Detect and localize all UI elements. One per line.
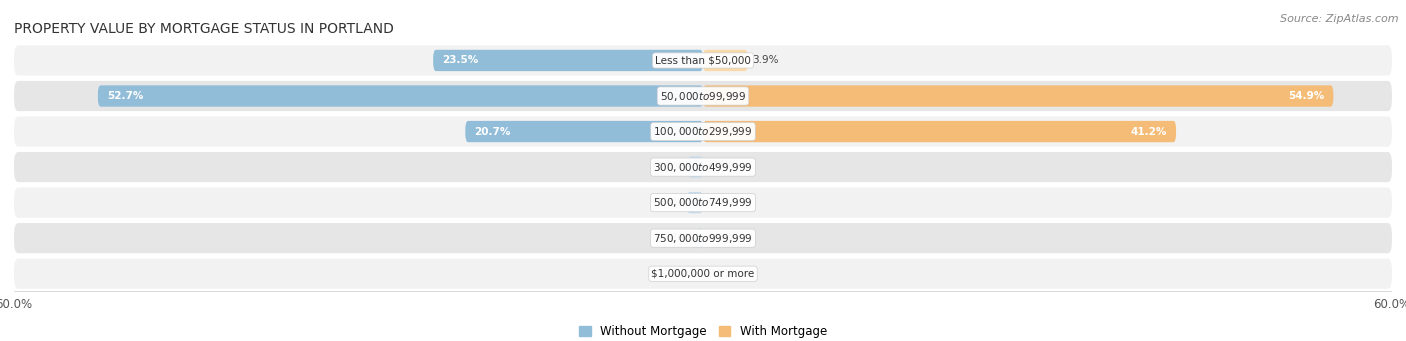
FancyBboxPatch shape xyxy=(703,121,1175,142)
Text: $1,000,000 or more: $1,000,000 or more xyxy=(651,269,755,279)
Text: $300,000 to $499,999: $300,000 to $499,999 xyxy=(654,161,752,174)
Text: 54.9%: 54.9% xyxy=(1288,91,1324,101)
Text: 52.7%: 52.7% xyxy=(107,91,143,101)
FancyBboxPatch shape xyxy=(465,121,703,142)
Text: 23.5%: 23.5% xyxy=(443,56,478,65)
FancyBboxPatch shape xyxy=(14,81,1392,111)
FancyBboxPatch shape xyxy=(688,192,703,213)
Text: 1.3%: 1.3% xyxy=(657,162,683,172)
Text: 0.0%: 0.0% xyxy=(707,198,734,208)
Text: Less than $50,000: Less than $50,000 xyxy=(655,56,751,65)
FancyBboxPatch shape xyxy=(14,258,1392,289)
Text: $100,000 to $299,999: $100,000 to $299,999 xyxy=(654,125,752,138)
Text: 0.0%: 0.0% xyxy=(707,269,734,279)
Text: 3.9%: 3.9% xyxy=(752,56,779,65)
Text: 0.0%: 0.0% xyxy=(707,233,734,243)
FancyBboxPatch shape xyxy=(703,85,1333,107)
Text: 0.36%: 0.36% xyxy=(661,233,695,243)
Text: $50,000 to $99,999: $50,000 to $99,999 xyxy=(659,89,747,103)
FancyBboxPatch shape xyxy=(699,227,703,249)
Text: $500,000 to $749,999: $500,000 to $749,999 xyxy=(654,196,752,209)
Text: Source: ZipAtlas.com: Source: ZipAtlas.com xyxy=(1281,14,1399,24)
FancyBboxPatch shape xyxy=(14,188,1392,218)
FancyBboxPatch shape xyxy=(14,223,1392,253)
FancyBboxPatch shape xyxy=(14,152,1392,182)
FancyBboxPatch shape xyxy=(703,50,748,71)
Text: 20.7%: 20.7% xyxy=(474,127,510,136)
Text: 0.0%: 0.0% xyxy=(672,269,699,279)
FancyBboxPatch shape xyxy=(98,85,703,107)
Text: 0.0%: 0.0% xyxy=(707,162,734,172)
FancyBboxPatch shape xyxy=(14,45,1392,76)
Text: 1.4%: 1.4% xyxy=(655,198,682,208)
Text: PROPERTY VALUE BY MORTGAGE STATUS IN PORTLAND: PROPERTY VALUE BY MORTGAGE STATUS IN POR… xyxy=(14,21,394,35)
FancyBboxPatch shape xyxy=(14,116,1392,147)
Text: 41.2%: 41.2% xyxy=(1130,127,1167,136)
FancyBboxPatch shape xyxy=(433,50,703,71)
Text: $750,000 to $999,999: $750,000 to $999,999 xyxy=(654,232,752,245)
FancyBboxPatch shape xyxy=(688,157,703,178)
Legend: Without Mortgage, With Mortgage: Without Mortgage, With Mortgage xyxy=(574,321,832,341)
